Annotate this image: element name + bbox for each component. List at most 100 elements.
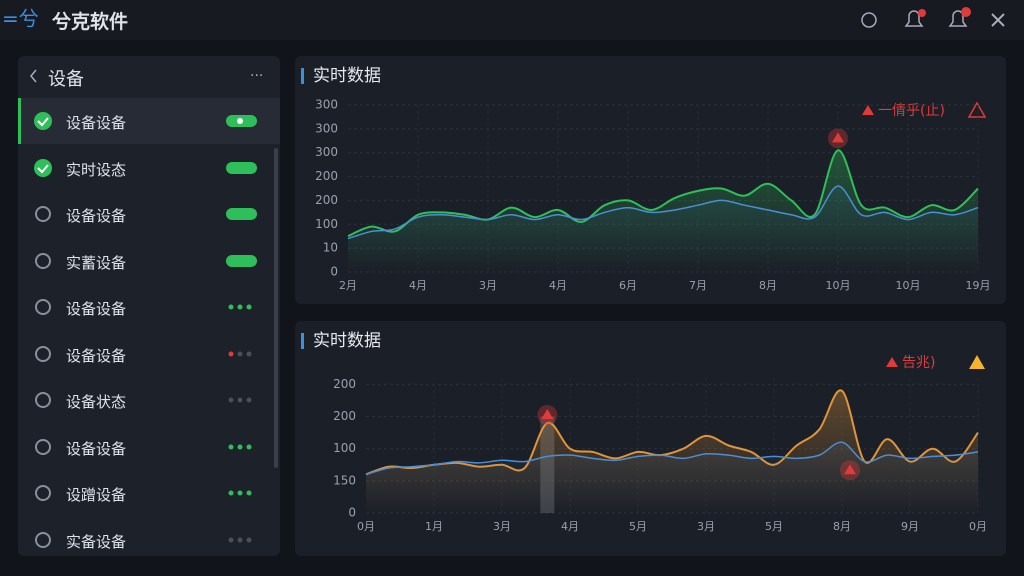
item-icons — [35, 299, 252, 315]
sidebar-item[interactable]: 设备设备 — [18, 98, 280, 144]
status-dot — [237, 351, 243, 356]
sidebar-item[interactable]: 设蹭设备 — [18, 470, 280, 516]
y-tick-label: 200 — [333, 409, 356, 423]
app-title: 兮克软件 — [52, 11, 129, 33]
alert-marker — [828, 128, 848, 149]
alert-text: 一倩乎(止) — [878, 103, 945, 119]
sidebar-item[interactable]: 设备状态 — [18, 377, 280, 423]
x-tick-label: 5月 — [629, 520, 647, 533]
item-label: 实时设态 — [66, 160, 127, 179]
x-tick-label: 0月 — [969, 520, 987, 533]
title-accent — [301, 333, 304, 349]
y-tick-label: 200 — [315, 169, 338, 183]
status-dot — [228, 444, 234, 449]
item-label: 设蹭设备 — [66, 486, 127, 504]
status-dot — [237, 304, 243, 310]
line — [365, 389, 979, 476]
item-icon — [35, 252, 51, 269]
sidebar-item[interactable]: 设备设备 — [18, 284, 280, 330]
alert-icon — [969, 355, 985, 369]
sidebar-title: 设备 — [48, 69, 84, 90]
header-icons — [861, 7, 1005, 28]
item-icons — [35, 392, 252, 408]
status-dot — [237, 490, 243, 496]
check — [37, 163, 49, 173]
status-dot — [246, 537, 252, 542]
x-tick-label: 4月 — [561, 520, 579, 533]
item-icons — [35, 438, 252, 455]
alert-icon — [886, 357, 898, 367]
logo: =兮 — [2, 7, 39, 31]
area — [366, 390, 978, 513]
y-tick-label: 200 — [315, 193, 338, 207]
item-icons — [35, 531, 252, 548]
item-icon — [35, 206, 51, 222]
status-dot — [246, 397, 252, 403]
sidebar-item[interactable]: 实蓄设备 — [18, 238, 280, 284]
item-icon — [35, 485, 51, 501]
y-tick-label: 300 — [315, 145, 338, 159]
y-tick-label: 300 — [315, 121, 338, 135]
x-tick-label: 1月 — [425, 520, 443, 533]
y-tick-label: 300 — [315, 98, 338, 112]
status-dot — [228, 537, 234, 542]
x-tick-label: 0月 — [357, 520, 375, 533]
item-icon — [35, 438, 51, 455]
x-tick-label: 4月 — [409, 279, 427, 292]
alert-icon — [862, 105, 874, 115]
x-tick-label: 10月 — [826, 279, 851, 292]
x-tick-label: 8月 — [833, 520, 851, 533]
item-icons — [34, 158, 257, 177]
item-label: 设备状态 — [66, 393, 127, 411]
title-accent — [301, 68, 304, 84]
status-dot — [246, 351, 252, 356]
area — [366, 442, 978, 513]
y-tick-label: 100 — [315, 217, 338, 231]
sidebar: ··· 设备 设备设备 实时设态 设备设备 实蓄设备 设备设备 设备设备 设备状态 设备设备设… — [18, 56, 280, 556]
item-label: 实蓄设备 — [66, 253, 127, 272]
x-tick-label: 2月 — [339, 279, 357, 292]
area — [348, 186, 978, 272]
sidebar-item[interactable]: 实时设态 — [18, 145, 280, 191]
status-toggle — [226, 208, 257, 220]
x-tick-label: 6月 — [619, 279, 637, 292]
y-tick-label: 150 — [333, 473, 356, 487]
knob — [237, 118, 243, 124]
x-tick-label: 7月 — [689, 279, 707, 292]
line — [365, 441, 979, 476]
check-icon — [34, 112, 52, 130]
alert-marker — [832, 132, 844, 143]
x-tick-label: 8月 — [759, 279, 777, 292]
item-label: 设备设备 — [66, 300, 127, 318]
item-label: 实备设备 — [66, 532, 127, 551]
x-tick-label: 19月 — [966, 279, 991, 292]
item-icons — [35, 206, 257, 222]
sidebar-item[interactable]: 设备设备 — [18, 191, 280, 237]
status-dot — [237, 537, 243, 542]
item-label: 设备设备 — [66, 114, 127, 132]
item-icons — [35, 485, 252, 501]
item-icon — [35, 345, 51, 362]
item-icon — [35, 531, 51, 548]
status-dot — [237, 444, 243, 449]
status-dot — [228, 304, 234, 310]
alert-text: 告兆) — [902, 355, 935, 371]
alert-icon — [967, 101, 987, 118]
x-tick-label: 3月 — [479, 279, 497, 292]
alert-marker — [844, 464, 856, 475]
status-dot — [246, 304, 252, 310]
alert-marker — [541, 409, 554, 419]
status-toggle — [226, 254, 257, 267]
sidebar-item[interactable]: 设备设备 — [18, 331, 280, 377]
status-toggle — [226, 161, 257, 174]
line — [347, 149, 979, 238]
alert-marker — [840, 460, 860, 481]
x-tick-label: 3月 — [697, 520, 715, 533]
item-icons — [35, 345, 252, 362]
sidebar-item[interactable]: 设备设备 — [18, 424, 280, 470]
area — [348, 150, 978, 272]
panel — [295, 56, 1006, 304]
svg-text:=兮: =兮 — [2, 7, 39, 31]
sidebar-item[interactable]: 实备设备 — [18, 517, 280, 563]
alert-marker — [537, 405, 558, 425]
